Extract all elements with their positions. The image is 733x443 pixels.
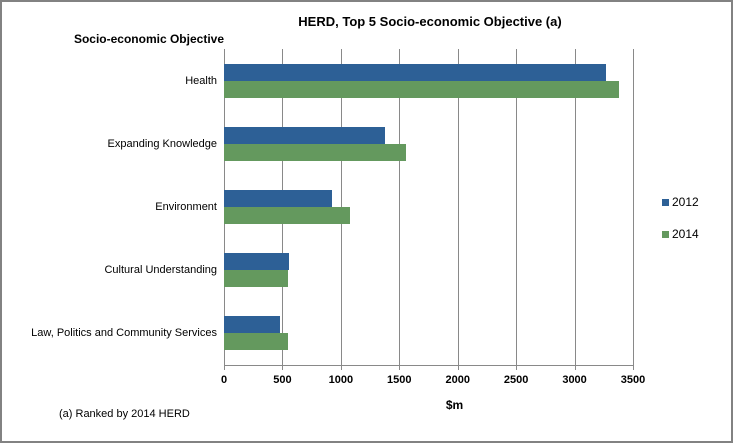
bar-2014	[224, 270, 288, 288]
legend-item-2012: 2012	[662, 194, 699, 210]
legend-swatch-icon	[662, 198, 669, 206]
category-bar-group	[224, 112, 633, 175]
gridline	[516, 49, 518, 365]
category-label: Cultural Understanding	[104, 264, 217, 277]
axis-tickmark	[340, 365, 342, 370]
x-tick-label: 1500	[387, 374, 412, 386]
plot-area: Health Expanding Knowledge Environment Cult…	[31, 49, 634, 370]
footnote: (a) Ranked by 2014 HERD	[59, 408, 190, 420]
y-axis-title: Socio-economic Objective	[73, 32, 224, 46]
bar-2012	[224, 189, 333, 207]
category-bar-group	[224, 239, 633, 302]
legend-item-2014: 2014	[662, 226, 699, 242]
axis-tickmark	[574, 365, 576, 370]
category-bar-group	[224, 49, 633, 112]
bar-2012	[224, 253, 289, 271]
bar-2012	[224, 126, 386, 144]
bar-2014	[224, 333, 289, 351]
x-tick-label: 2500	[503, 374, 529, 386]
x-tick-label: 3000	[562, 374, 587, 386]
gridline	[633, 49, 634, 365]
category-label: Expanding Knowledge	[107, 137, 217, 150]
gridline	[457, 49, 459, 365]
axis-tickmark	[224, 365, 225, 370]
bar-2012	[224, 316, 281, 334]
bar-2014	[224, 143, 407, 161]
category-label: Health	[185, 74, 217, 87]
x-tick-label: 0	[220, 374, 228, 386]
axis-tickmark	[282, 365, 284, 370]
axis-tickmark	[399, 365, 401, 370]
x-tick-label: 1000	[328, 374, 354, 386]
axis-tickmark	[516, 365, 518, 370]
category-bar-group	[224, 175, 633, 238]
x-tick-label: 3500	[620, 374, 646, 386]
category-label: Law, Politics and Community Services	[31, 327, 217, 340]
axis-tickmark	[457, 365, 459, 370]
x-tick-labels: 0 500 1000 1500 2000 2500 3000 3500	[220, 374, 645, 389]
gridline	[574, 49, 576, 365]
axis-tickmark	[633, 365, 634, 370]
chart-title: HERD, Top 5 Socio-economic Objective (a)	[298, 14, 562, 29]
x-tick-label: 500	[273, 374, 292, 386]
bar-2014	[224, 206, 351, 224]
legend-label: 2012	[672, 195, 699, 209]
bar-2012	[224, 63, 607, 81]
legend-label: 2014	[672, 227, 699, 241]
x-axis-title: $m	[445, 398, 464, 412]
legend: 2012 2014	[662, 194, 699, 242]
legend-swatch-icon	[662, 230, 669, 238]
bar-2014	[224, 80, 619, 98]
gridline	[399, 49, 401, 365]
x-tick-label: 2000	[445, 374, 470, 386]
category-label: Environment	[155, 200, 217, 213]
category-bar-group	[224, 302, 633, 365]
